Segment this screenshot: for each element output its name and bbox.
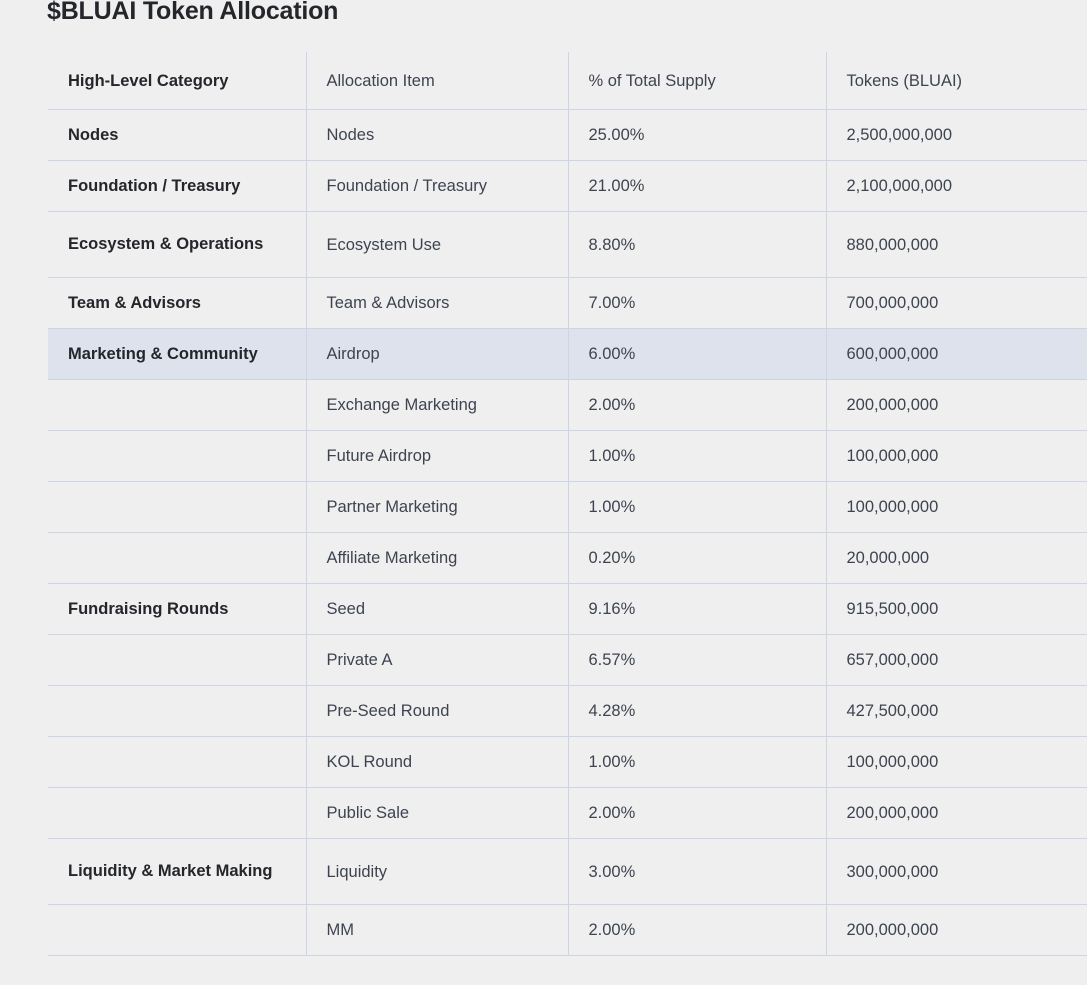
cell-high-level-category	[48, 532, 306, 584]
cell-high-level-category	[48, 736, 306, 788]
table-row[interactable]: MM 2.00% 200,000,000	[48, 904, 1087, 956]
table-row[interactable]: Team & Advisors Team & Advisors 7.00% 700,0…	[48, 277, 1087, 329]
table-row[interactable]: KOL Round 1.00% 100,000,000	[48, 736, 1087, 788]
cell-tokens-bluai: 200,000,000	[825, 787, 1087, 839]
cell-high-level-category: Team & Advisors	[48, 277, 306, 329]
column-header-high-level-category[interactable]: High-Level Category	[48, 52, 306, 110]
table-row[interactable]: Public Sale 2.00% 200,000,000	[48, 787, 1087, 839]
table-row[interactable]: Ecosystem & Operations Ecosystem Use 8.80%…	[48, 211, 1087, 278]
cell-high-level-category: Liquidity & Market Making	[48, 838, 306, 905]
cell-allocation-item: Liquidity	[305, 838, 568, 905]
cell-percent-of-total-supply: 3.00%	[567, 838, 826, 905]
cell-tokens-bluai: 100,000,000	[825, 430, 1087, 482]
table-header-row: High-Level Category Allocation Item % of…	[48, 52, 1087, 110]
cell-high-level-category: Ecosystem & Operations	[48, 211, 306, 278]
cell-percent-of-total-supply: 2.00%	[567, 379, 826, 431]
cell-allocation-item: Affiliate Marketing	[305, 532, 568, 584]
allocation-table-container: High-Level Category Allocation Item % of…	[48, 52, 1087, 956]
table-row[interactable]: Foundation / Treasury Foundation / Treasu…	[48, 160, 1087, 212]
cell-allocation-item: Partner Marketing	[305, 481, 568, 533]
cell-percent-of-total-supply: 25.00%	[567, 109, 826, 161]
page-title: $BLUAI Token Allocation	[47, 0, 339, 25]
cell-allocation-item: Public Sale	[305, 787, 568, 839]
table-row[interactable]: Marketing & Community Airdrop 6.00% 600,000…	[48, 328, 1087, 380]
cell-percent-of-total-supply: 1.00%	[567, 481, 826, 533]
table-row[interactable]: Exchange Marketing 2.00% 200,000,000	[48, 379, 1087, 431]
cell-allocation-item: Foundation / Treasury	[305, 160, 568, 212]
cell-allocation-item: MM	[305, 904, 568, 956]
cell-high-level-category	[48, 634, 306, 686]
cell-percent-of-total-supply: 1.00%	[567, 430, 826, 482]
cell-tokens-bluai: 657,000,000	[825, 634, 1087, 686]
cell-tokens-bluai: 2,100,000,000	[825, 160, 1087, 212]
cell-tokens-bluai: 880,000,000	[825, 211, 1087, 278]
cell-tokens-bluai: 200,000,000	[825, 379, 1087, 431]
cell-high-level-category	[48, 379, 306, 431]
cell-tokens-bluai: 700,000,000	[825, 277, 1087, 329]
cell-tokens-bluai: 100,000,000	[825, 481, 1087, 533]
table-row[interactable]: Future Airdrop 1.00% 100,000,000	[48, 430, 1087, 482]
table-row[interactable]: Private A 6.57% 657,000,000	[48, 634, 1087, 686]
table-row[interactable]: Pre-Seed Round 4.28% 427,500,000	[48, 685, 1087, 737]
cell-allocation-item: Exchange Marketing	[305, 379, 568, 431]
cell-percent-of-total-supply: 1.00%	[567, 736, 826, 788]
cell-high-level-category	[48, 787, 306, 839]
column-header-tokens-bluai[interactable]: Tokens (BLUAI)	[825, 52, 1087, 110]
table-row[interactable]: Partner Marketing 1.00% 100,000,000	[48, 481, 1087, 533]
cell-tokens-bluai: 100,000,000	[825, 736, 1087, 788]
cell-high-level-category	[48, 685, 306, 737]
cell-tokens-bluai: 2,500,000,000	[825, 109, 1087, 161]
cell-percent-of-total-supply: 4.28%	[567, 685, 826, 737]
cell-allocation-item: Pre-Seed Round	[305, 685, 568, 737]
table-header: High-Level Category Allocation Item % of…	[48, 52, 1087, 110]
cell-high-level-category: Marketing & Community	[48, 328, 306, 380]
column-header-percent-of-total-supply[interactable]: % of Total Supply	[567, 52, 826, 110]
cell-tokens-bluai: 915,500,000	[825, 583, 1087, 635]
cell-percent-of-total-supply: 2.00%	[567, 904, 826, 956]
cell-tokens-bluai: 200,000,000	[825, 904, 1087, 956]
cell-allocation-item: Airdrop	[305, 328, 568, 380]
cell-percent-of-total-supply: 7.00%	[567, 277, 826, 329]
table-row[interactable]: Affiliate Marketing 0.20% 20,000,000	[48, 532, 1087, 584]
cell-percent-of-total-supply: 6.57%	[567, 634, 826, 686]
table-row[interactable]: Liquidity & Market Making Liquidity 3.00% 3…	[48, 838, 1087, 905]
token-allocation-table: High-Level Category Allocation Item % of…	[48, 52, 1087, 956]
cell-allocation-item: Nodes	[305, 109, 568, 161]
cell-high-level-category: Nodes	[48, 109, 306, 161]
cell-allocation-item: KOL Round	[305, 736, 568, 788]
cell-high-level-category	[48, 904, 306, 956]
cell-tokens-bluai: 20,000,000	[825, 532, 1087, 584]
cell-percent-of-total-supply: 9.16%	[567, 583, 826, 635]
cell-allocation-item: Seed	[305, 583, 568, 635]
cell-allocation-item: Private A	[305, 634, 568, 686]
cell-high-level-category: Fundraising Rounds	[48, 583, 306, 635]
cell-percent-of-total-supply: 6.00%	[567, 328, 826, 380]
table-row[interactable]: Fundraising Rounds Seed 9.16% 915,500,000	[48, 583, 1087, 635]
cell-tokens-bluai: 300,000,000	[825, 838, 1087, 905]
cell-tokens-bluai: 427,500,000	[825, 685, 1087, 737]
cell-high-level-category: Foundation / Treasury	[48, 160, 306, 212]
cell-tokens-bluai: 600,000,000	[825, 328, 1087, 380]
cell-allocation-item: Ecosystem Use	[305, 211, 568, 278]
table-row[interactable]: Nodes Nodes 25.00% 2,500,000,000	[48, 109, 1087, 161]
cell-percent-of-total-supply: 0.20%	[567, 532, 826, 584]
cell-percent-of-total-supply: 21.00%	[567, 160, 826, 212]
cell-percent-of-total-supply: 8.80%	[567, 211, 826, 278]
cell-allocation-item: Team & Advisors	[305, 277, 568, 329]
cell-allocation-item: Future Airdrop	[305, 430, 568, 482]
cell-high-level-category	[48, 430, 306, 482]
column-header-allocation-item[interactable]: Allocation Item	[305, 52, 568, 110]
cell-percent-of-total-supply: 2.00%	[567, 787, 826, 839]
table-body: Nodes Nodes 25.00% 2,500,000,000 Foundation …	[48, 109, 1087, 956]
cell-high-level-category	[48, 481, 306, 533]
